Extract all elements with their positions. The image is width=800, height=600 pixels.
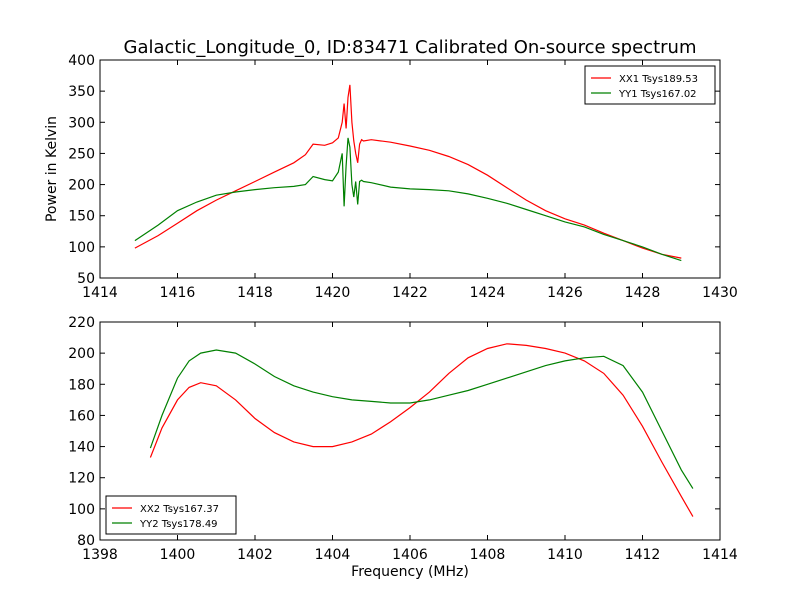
bottom-subplot: 1398 1400 1402 1404 1406 1408 1410 1412 1414 80 10… — [68, 315, 738, 563]
bottom-x-tick-label: 1408 — [470, 547, 506, 563]
top-x-tick-label: 1430 — [702, 285, 738, 301]
bottom-series-line-1 — [149, 343, 694, 517]
bottom-x-tick-label: 1406 — [392, 547, 428, 563]
bottom-x-tick-label: 1412 — [625, 547, 661, 563]
top-x-tick-label: 1418 — [237, 285, 273, 301]
top-y-tick-label: 350 — [68, 84, 95, 100]
bottom-legend: XX2 Tsys167.37 YY2 Tsys178.49 — [105, 495, 237, 535]
bottom-y-tick-label: 80 — [77, 533, 95, 549]
top-y-tick-label: 400 — [68, 53, 95, 69]
top-legend-box — [584, 65, 716, 105]
bottom-y-tick-label: 180 — [68, 377, 95, 393]
figure-title: Galactic_Longitude_0, ID:83471 Calibrate… — [124, 37, 697, 58]
top-y-tick-label: 200 — [68, 178, 95, 194]
bottom-legend-label-2: YY2 Tsys178.49 — [139, 519, 218, 530]
top-x-tick-label: 1414 — [82, 285, 118, 301]
top-x-tick-label: 1420 — [315, 285, 351, 301]
top-y-tick-label: 150 — [68, 209, 95, 225]
bottom-y-tick-label: 140 — [68, 440, 95, 456]
bottom-x-tick-label: 1404 — [315, 547, 351, 563]
bottom-x-tick-label: 1400 — [160, 547, 196, 563]
x-axis-label: Frequency (MHz) — [351, 564, 469, 580]
top-ticks: 1414 1416 1418 1420 1422 1424 1426 1428 1430 50 10… — [68, 53, 738, 301]
top-y-axis-label: Power in Kelvin — [44, 116, 60, 222]
top-y-tick-label: 250 — [68, 146, 95, 162]
top-x-tick-label: 1424 — [470, 285, 506, 301]
top-y-tick-label: 100 — [68, 240, 95, 256]
bottom-plot-area — [149, 343, 694, 517]
bottom-legend-label-1: XX2 Tsys167.37 — [140, 504, 219, 515]
bottom-x-tick-label: 1402 — [237, 547, 273, 563]
top-x-tick-label: 1426 — [547, 285, 583, 301]
bottom-ticks: 1398 1400 1402 1404 1406 1408 1410 1412 1414 80 10… — [68, 315, 738, 563]
bottom-legend-box — [105, 495, 237, 535]
bottom-y-tick-label: 160 — [68, 408, 95, 424]
top-y-tick-label: 300 — [68, 115, 95, 131]
bottom-x-tick-label: 1410 — [547, 547, 583, 563]
top-x-tick-label: 1416 — [160, 285, 196, 301]
top-plot-area — [134, 84, 682, 262]
bottom-y-tick-label: 100 — [68, 502, 95, 518]
bottom-y-tick-label: 120 — [68, 471, 95, 487]
bottom-series-line-2 — [149, 349, 694, 489]
bottom-y-tick-label: 200 — [68, 346, 95, 362]
top-legend-label-1: XX1 Tsys189.53 — [619, 74, 698, 85]
top-y-tick-label: 50 — [77, 271, 95, 287]
top-x-tick-label: 1428 — [625, 285, 661, 301]
top-series-line-1 — [134, 84, 682, 259]
bottom-y-tick-label: 220 — [68, 315, 95, 331]
top-series-line-2 — [134, 137, 682, 262]
bottom-x-tick-label: 1414 — [702, 547, 738, 563]
top-subplot: 1414 1416 1418 1420 1422 1424 1426 1428 1430 50 10… — [44, 53, 738, 301]
top-legend: XX1 Tsys189.53 YY1 Tsys167.02 — [584, 65, 716, 105]
top-x-tick-label: 1422 — [392, 285, 428, 301]
top-legend-label-2: YY1 Tsys167.02 — [618, 89, 697, 100]
bottom-x-tick-label: 1398 — [82, 547, 118, 563]
